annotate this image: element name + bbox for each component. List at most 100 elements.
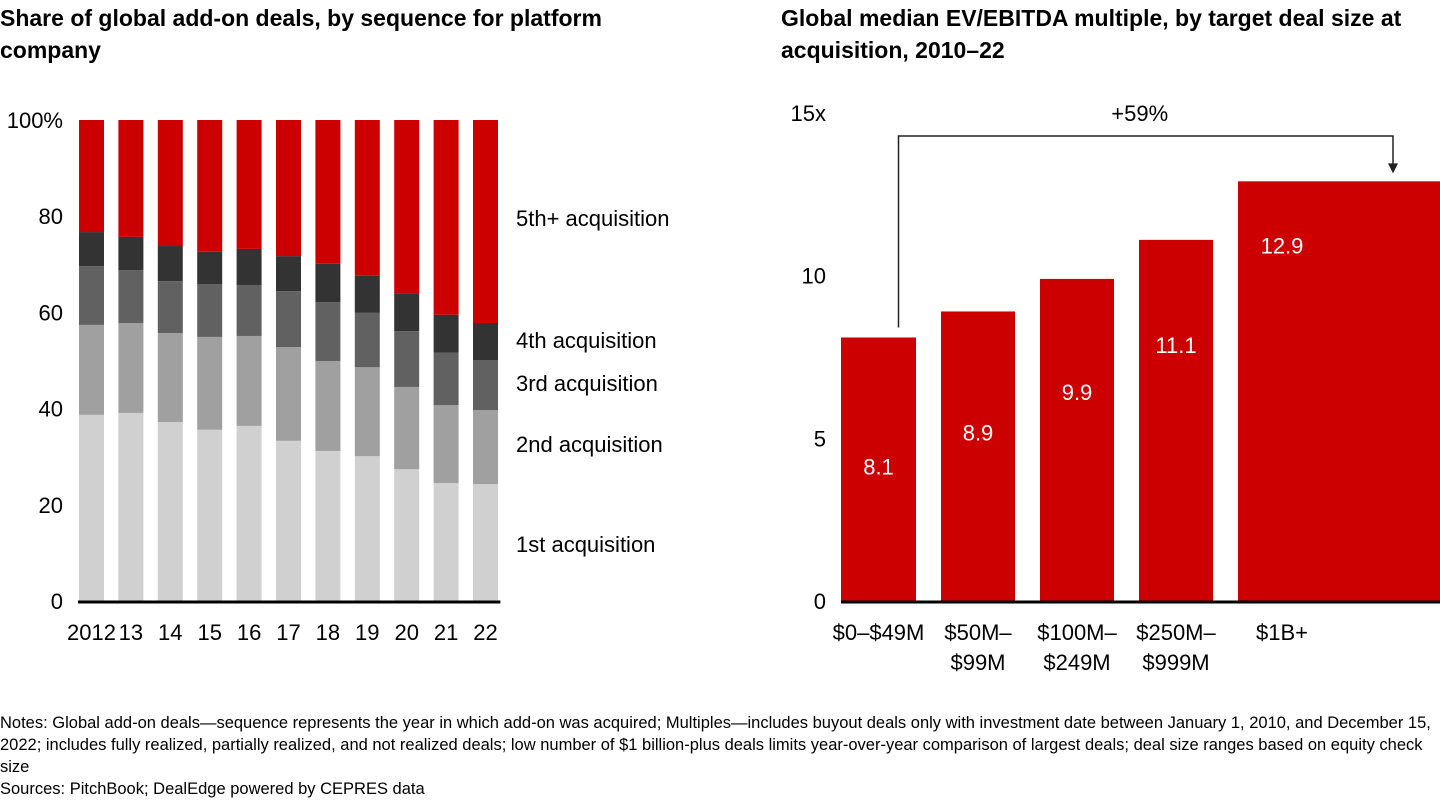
bar-value-label: 11.1 — [1155, 333, 1196, 358]
bar-segment-second — [157, 333, 183, 423]
bar-segment-fifth-plus — [354, 120, 380, 276]
bar-segment-first — [473, 484, 498, 601]
bar-value-label: 12.9 — [1261, 233, 1304, 258]
bar-segment-second — [473, 410, 498, 485]
bar-segment-third — [157, 281, 183, 334]
bar-segment-fifth-plus — [197, 120, 223, 252]
x-tick-label: 22 — [473, 620, 497, 645]
x-tick-label: $99M — [950, 650, 1005, 675]
bar-segment-second — [197, 336, 223, 430]
y-tick-label: 40 — [39, 397, 63, 422]
x-tick-label: 15 — [197, 620, 221, 645]
left-stacked-bar-chart: 0 20 40 60 80 100% 2012 13 14 15 16 17 18 19 20 21 22 1st… — [7, 108, 670, 645]
bar-segment-fourth — [354, 275, 380, 313]
bar-segment-first — [315, 450, 341, 601]
y-tick-label: 60 — [39, 300, 63, 325]
bar-segment-second — [433, 405, 459, 484]
bar-segment-first — [79, 414, 104, 601]
legend-label-first: 1st acquisition — [516, 532, 655, 557]
bar-segment-fourth — [473, 322, 498, 361]
bar-segment-third — [473, 360, 498, 411]
bar-segment-fifth-plus — [118, 120, 144, 237]
bar-segment-fourth — [433, 314, 459, 353]
y-tick-label: 20 — [39, 493, 63, 518]
bar-segment-fourth — [276, 256, 301, 292]
bar-value-label: 8.9 — [963, 420, 994, 445]
bar-segment-fourth — [79, 232, 104, 267]
bar — [1040, 278, 1114, 601]
bar-segment-first — [197, 429, 223, 601]
x-tick-label: 2012 — [67, 620, 116, 645]
bar-segment-third — [118, 270, 144, 323]
bar-segment-fifth-plus — [276, 120, 301, 257]
y-tick-label: 10 — [802, 264, 826, 289]
bar-segment-first — [157, 422, 183, 601]
x-tick-label: 14 — [158, 620, 182, 645]
bar-value-label: 9.9 — [1062, 380, 1093, 405]
bar-segment-third — [433, 352, 459, 406]
bar-segment-first — [354, 456, 380, 601]
bar-segment-fourth — [315, 263, 341, 303]
legend-label-fifth-plus: 5th+ acquisition — [516, 206, 670, 231]
x-tick-label: $50M– — [944, 620, 1012, 645]
bar-segment-first — [276, 440, 301, 601]
bar-segment-second — [79, 324, 104, 415]
bar-segment-second — [315, 360, 341, 451]
x-tick-label: $999M — [1142, 650, 1209, 675]
bar-segment-third — [354, 312, 380, 368]
bar — [1238, 181, 1440, 601]
legend-label-third: 3rd acquisition — [516, 371, 658, 396]
arrow-down-icon — [1388, 163, 1398, 174]
bar-segment-second — [354, 367, 380, 457]
x-tick-label: 19 — [355, 620, 379, 645]
x-tick-label: $0–$49M — [833, 620, 925, 645]
bar-segment-fourth — [157, 246, 183, 282]
legend-label-fourth: 4th acquisition — [516, 328, 657, 353]
growth-bracket-line — [897, 135, 1394, 328]
y-tick-label: 15x — [791, 101, 826, 126]
bar-segment-third — [236, 284, 262, 336]
left-chart-title: Share of global add-on deals, by sequenc… — [0, 5, 602, 63]
x-tick-label: 17 — [276, 620, 300, 645]
bar-segment-second — [276, 347, 301, 441]
y-tick-label: 0 — [814, 589, 826, 614]
bar-segment-third — [276, 291, 301, 348]
x-tick-label: $250M– — [1136, 620, 1216, 645]
bar-segment-fifth-plus — [157, 120, 183, 247]
bar — [1139, 239, 1213, 601]
bar-segment-third — [197, 284, 223, 337]
x-tick-label: $100M– — [1037, 620, 1117, 645]
bar-segment-fifth-plus — [79, 120, 104, 233]
x-tick-label: 18 — [316, 620, 340, 645]
sources-text: Sources: PitchBook; DealEdge powered by … — [0, 780, 425, 798]
x-tick-label: 21 — [434, 620, 458, 645]
bar-segment-fifth-plus — [394, 120, 420, 294]
bar — [941, 311, 1015, 601]
y-tick-label: 5 — [814, 426, 826, 451]
legend-label-second: 2nd acquisition — [516, 432, 663, 457]
bar-value-label: 8.1 — [863, 454, 894, 479]
bar-segment-second — [118, 322, 144, 413]
bar-segment-fifth-plus — [236, 120, 262, 249]
bar-segment-third — [394, 331, 420, 387]
x-tick-label: 16 — [237, 620, 261, 645]
footnotes: Notes: Global add-on deals—sequence repr… — [0, 712, 1440, 800]
x-tick-label: $249M — [1043, 650, 1110, 675]
bar-segment-third — [79, 266, 104, 325]
y-tick-label: 0 — [51, 589, 63, 614]
right-chart-title: Global median EV/EBITDA multiple, by tar… — [781, 5, 1402, 63]
bar-segment-fourth — [197, 251, 223, 285]
bar-segment-fifth-plus — [433, 120, 459, 315]
bar-segment-first — [236, 425, 262, 601]
notes-text: Notes: Global add-on deals—sequence repr… — [0, 714, 1431, 776]
bar-segment-second — [236, 335, 262, 426]
bar — [841, 337, 916, 601]
bar-segment-fourth — [394, 293, 420, 332]
bar-segment-fourth — [236, 248, 262, 285]
bar-segment-third — [315, 302, 341, 361]
bar-segment-first — [394, 469, 420, 601]
bar-segment-fourth — [118, 236, 144, 271]
bar-segment-fifth-plus — [315, 120, 341, 264]
bar-segment-fifth-plus — [473, 120, 498, 323]
y-tick-label: 80 — [39, 204, 63, 229]
